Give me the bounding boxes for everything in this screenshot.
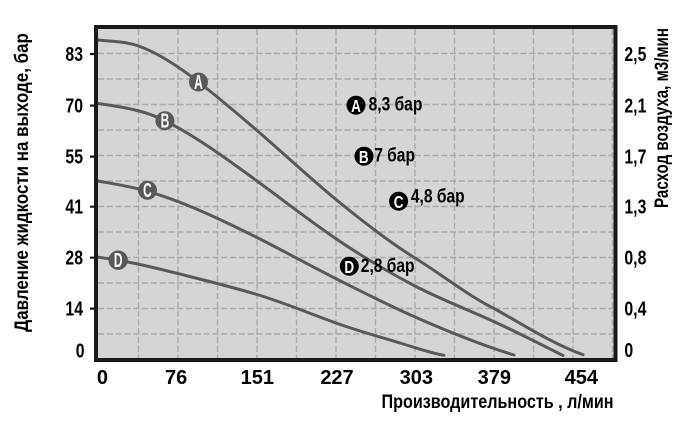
svg-text:D: D	[114, 250, 123, 272]
svg-text:Давление жидкости на выходе, б: Давление жидкости на выходе, бар	[11, 33, 32, 332]
svg-text:0,4: 0,4	[624, 298, 646, 320]
svg-text:70: 70	[65, 95, 83, 117]
svg-text:0: 0	[76, 340, 85, 362]
svg-text:55: 55	[65, 146, 83, 168]
svg-text:2,1: 2,1	[624, 95, 646, 117]
svg-text:83: 83	[65, 43, 83, 65]
svg-text:14: 14	[65, 298, 83, 320]
svg-text:2,5: 2,5	[624, 43, 646, 65]
svg-text:A: A	[351, 97, 361, 116]
svg-text:454: 454	[565, 367, 599, 389]
svg-text:4,8 бар: 4,8 бар	[411, 185, 465, 207]
svg-text:D: D	[344, 258, 354, 277]
svg-text:41: 41	[65, 196, 83, 218]
svg-text:8,3 бар: 8,3 бар	[369, 93, 423, 115]
svg-text:0: 0	[624, 339, 633, 361]
svg-text:B: B	[359, 148, 369, 167]
svg-text:151: 151	[241, 367, 274, 389]
svg-text:Расход воздуха, м3/мин: Расход воздуха, м3/мин	[650, 28, 672, 208]
svg-text:0: 0	[97, 367, 108, 389]
svg-text:1,3: 1,3	[624, 196, 646, 218]
svg-text:7 бар: 7 бар	[374, 144, 415, 166]
svg-text:379: 379	[478, 367, 511, 389]
svg-text:227: 227	[320, 367, 353, 389]
svg-text:B: B	[161, 111, 170, 133]
svg-text:28: 28	[65, 247, 83, 269]
svg-text:1,7: 1,7	[624, 146, 646, 168]
svg-text:C: C	[143, 180, 152, 202]
svg-text:2,8 бар: 2,8 бар	[361, 255, 415, 277]
svg-text:303: 303	[400, 367, 433, 389]
svg-text:C: C	[394, 193, 404, 212]
svg-text:A: A	[194, 72, 203, 94]
svg-text:0,8: 0,8	[624, 247, 646, 269]
svg-text:76: 76	[165, 367, 187, 389]
svg-text:Производительность , л/мин: Производительность , л/мин	[381, 391, 613, 413]
